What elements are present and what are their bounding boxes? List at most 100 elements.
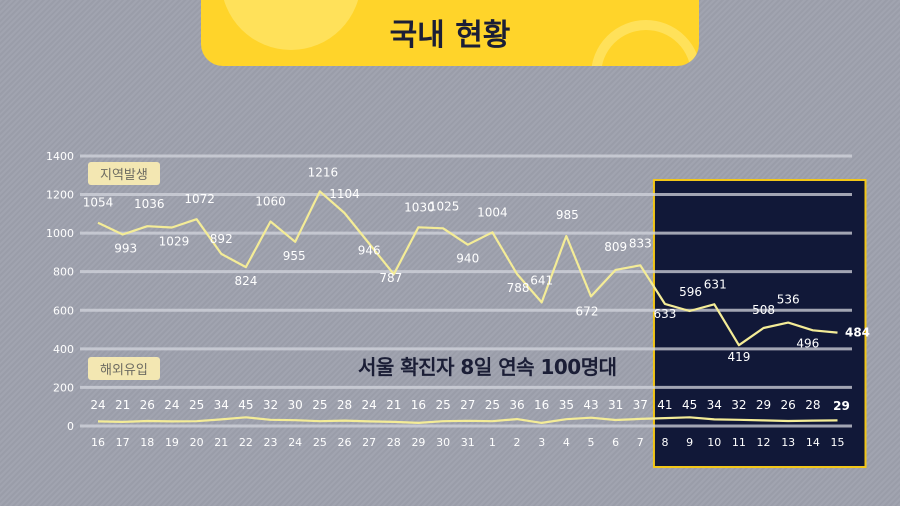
overseas-data-label: 29 (833, 399, 850, 413)
x-tick-label: 16 (91, 436, 105, 449)
overseas-data-label: 34 (214, 398, 229, 412)
domestic-data-label: 484 (845, 326, 870, 340)
overseas-data-label: 21 (115, 398, 130, 412)
x-tick-label: 27 (362, 436, 376, 449)
domestic-data-label: 892 (210, 232, 233, 246)
overseas-data-label: 24 (362, 398, 377, 412)
domestic-data-label: 809 (604, 240, 627, 254)
x-tick-label: 29 (411, 436, 425, 449)
overseas-data-label: 32 (263, 398, 278, 412)
domestic-data-label: 955 (283, 249, 306, 263)
domestic-data-label: 1004 (477, 205, 508, 219)
overseas-data-label: 26 (140, 398, 155, 412)
domestic-data-label: 1036 (134, 197, 165, 211)
domestic-data-label: 1029 (159, 235, 190, 249)
x-tick-label: 9 (686, 436, 693, 449)
x-tick-label: 12 (757, 436, 771, 449)
domestic-data-label: 824 (234, 274, 257, 288)
overseas-data-label: 37 (633, 398, 648, 412)
domestic-series-line (97, 190, 838, 347)
x-tick-label: 18 (140, 436, 154, 449)
domestic-data-label: 1025 (429, 199, 460, 213)
overseas-data-label: 28 (337, 398, 352, 412)
overseas-data-label: 30 (288, 398, 303, 412)
overseas-data-label: 16 (411, 398, 426, 412)
overseas-data-label: 24 (164, 398, 179, 412)
y-tick-label: 1000 (46, 227, 74, 240)
x-tick-label: 31 (461, 436, 475, 449)
domestic-data-label: 633 (653, 307, 676, 321)
x-tick-label: 13 (781, 436, 795, 449)
x-tick-label: 1 (489, 436, 496, 449)
overseas-data-label: 45 (682, 398, 697, 412)
x-tick-label: 21 (214, 436, 228, 449)
x-tick-label: 7 (637, 436, 644, 449)
domestic-data-label: 596 (679, 285, 702, 299)
x-tick-label: 30 (436, 436, 450, 449)
x-tick-label: 3 (538, 436, 545, 449)
domestic-data-label: 993 (114, 241, 137, 255)
y-tick-label: 1400 (46, 150, 74, 163)
x-tick-label: 24 (288, 436, 302, 449)
headline-caption: 서울 확진자 8일 연속 100명대 (358, 355, 617, 379)
overseas-data-label: 25 (312, 398, 327, 412)
x-tick-label: 26 (338, 436, 352, 449)
x-tick-label: 15 (831, 436, 845, 449)
overseas-data-label: 24 (90, 398, 105, 412)
overseas-data-label: 35 (559, 398, 574, 412)
overseas-data-label: 32 (731, 398, 746, 412)
x-tick-label: 2 (514, 436, 521, 449)
overseas-data-label: 25 (435, 398, 450, 412)
y-tick-label: 1200 (46, 189, 74, 202)
overseas-data-label: 26 (781, 398, 796, 412)
x-tick-label: 11 (732, 436, 746, 449)
overseas-data-label: 27 (460, 398, 475, 412)
overseas-data-label: 28 (805, 398, 820, 412)
domestic-data-label: 672 (576, 304, 599, 318)
domestic-data-label: 788 (507, 281, 530, 295)
y-tick-label: 0 (67, 420, 74, 433)
overseas-data-label: 31 (608, 398, 623, 412)
highlight-box (652, 179, 867, 468)
x-tick-label: 8 (661, 436, 668, 449)
domestic-data-label: 833 (629, 236, 652, 250)
x-tick-label: 28 (387, 436, 401, 449)
domestic-series-label: 지역발생 (88, 162, 160, 185)
y-tick-label: 400 (53, 343, 74, 356)
x-tick-label: 25 (313, 436, 327, 449)
x-tick-label: 17 (116, 436, 130, 449)
domestic-data-label: 508 (752, 303, 775, 317)
overseas-data-label: 34 (707, 398, 722, 412)
overseas-data-label: 16 (534, 398, 549, 412)
domestic-data-label: 940 (456, 252, 479, 266)
overseas-series-line (97, 416, 838, 424)
domestic-data-label: 641 (530, 273, 553, 287)
x-tick-label: 5 (588, 436, 595, 449)
x-tick-label: 23 (264, 436, 278, 449)
domestic-data-label: 1054 (83, 196, 114, 210)
x-tick-label: 19 (165, 436, 179, 449)
x-tick-label: 10 (707, 436, 721, 449)
domestic-data-label: 536 (777, 293, 800, 307)
domestic-data-label: 1216 (308, 165, 339, 179)
overseas-data-label: 29 (756, 398, 771, 412)
y-tick-label: 600 (53, 304, 74, 317)
title-banner: 국내 현황 (201, 0, 699, 66)
domestic-data-label: 631 (704, 277, 727, 291)
y-tick-label: 800 (53, 266, 74, 279)
overseas-data-label: 41 (657, 398, 672, 412)
x-tick-label: 22 (239, 436, 253, 449)
x-tick-label: 20 (190, 436, 204, 449)
domestic-data-label: 1060 (255, 195, 286, 209)
x-tick-label: 6 (612, 436, 619, 449)
page-title: 국내 현황 (389, 18, 511, 53)
overseas-data-label: 43 (583, 398, 598, 412)
domestic-data-label: 1104 (329, 187, 360, 201)
x-tick-label: 4 (563, 436, 570, 449)
overseas-data-label: 36 (509, 398, 524, 412)
domestic-data-label: 419 (727, 350, 750, 364)
overseas-data-label: 25 (189, 398, 204, 412)
overseas-data-label: 25 (485, 398, 500, 412)
